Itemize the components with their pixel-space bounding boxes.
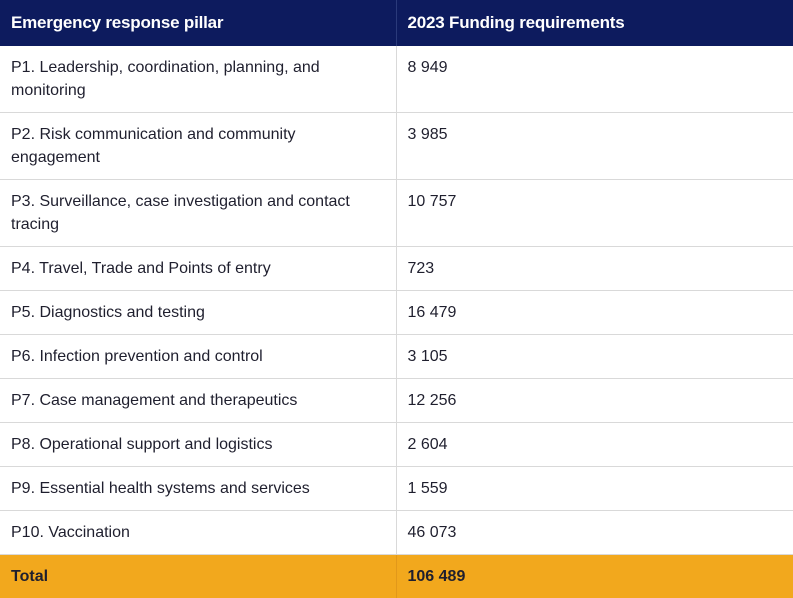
table-row: P9. Essential health systems and service… (0, 467, 793, 511)
table-row: P8. Operational support and logistics 2 … (0, 423, 793, 467)
table-row: P1. Leadership, coordination, planning, … (0, 46, 793, 113)
pillar-cell: P10. Vaccination (0, 511, 396, 555)
table-row: P3. Surveillance, case investigation and… (0, 180, 793, 247)
total-row: Total 106 489 (0, 555, 793, 598)
funding-cell: 10 757 (396, 180, 793, 247)
table-row: P2. Risk communication and community eng… (0, 113, 793, 180)
table-row: P5. Diagnostics and testing 16 479 (0, 291, 793, 335)
funding-cell: 1 559 (396, 467, 793, 511)
pillar-cell: P7. Case management and therapeutics (0, 379, 396, 423)
table-row: P4. Travel, Trade and Points of entry 72… (0, 247, 793, 291)
funding-cell: 46 073 (396, 511, 793, 555)
column-header-funding: 2023 Funding requirements (396, 0, 793, 46)
pillar-cell: P1. Leadership, coordination, planning, … (0, 46, 396, 113)
funding-cell: 8 949 (396, 46, 793, 113)
pillar-cell: P9. Essential health systems and service… (0, 467, 396, 511)
total-label: Total (0, 555, 396, 598)
funding-cell: 723 (396, 247, 793, 291)
table-row: P7. Case management and therapeutics 12 … (0, 379, 793, 423)
pillar-cell: P8. Operational support and logistics (0, 423, 396, 467)
pillar-cell: P2. Risk communication and community eng… (0, 113, 396, 180)
pillar-cell: P6. Infection prevention and control (0, 335, 396, 379)
funding-cell: 3 985 (396, 113, 793, 180)
funding-cell: 3 105 (396, 335, 793, 379)
funding-cell: 2 604 (396, 423, 793, 467)
pillar-cell: P3. Surveillance, case investigation and… (0, 180, 396, 247)
column-header-pillar: Emergency response pillar (0, 0, 396, 46)
table-row: P6. Infection prevention and control 3 1… (0, 335, 793, 379)
pillar-cell: P4. Travel, Trade and Points of entry (0, 247, 396, 291)
total-funding: 106 489 (396, 555, 793, 598)
funding-cell: 12 256 (396, 379, 793, 423)
funding-cell: 16 479 (396, 291, 793, 335)
table-header-row: Emergency response pillar 2023 Funding r… (0, 0, 793, 46)
pillar-cell: P5. Diagnostics and testing (0, 291, 396, 335)
table-row: P10. Vaccination 46 073 (0, 511, 793, 555)
